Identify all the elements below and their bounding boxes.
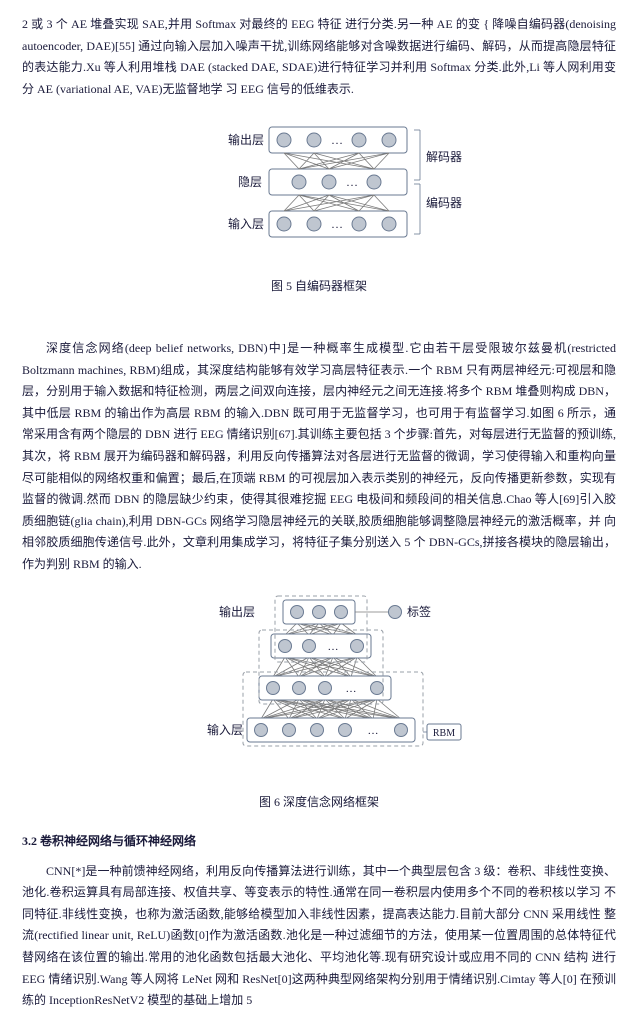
svg-text:…: … — [331, 217, 343, 231]
figure-5-svg: … … … 输出层隐层输入层 解码器编码器 — [174, 112, 464, 272]
svg-text:…: … — [346, 683, 357, 695]
paragraph-2: 深度信念网络(deep belief networks, DBN)中]是一种概率… — [22, 338, 616, 576]
figure-6-caption: 图 6 深度信念网络框架 — [22, 792, 616, 814]
svg-text:输出层: 输出层 — [219, 604, 255, 619]
figure-5: … … … 输出层隐层输入层 解码器编码器 图 5 自编码器框架 — [22, 112, 616, 298]
section-3-2-title: 3.2 卷积神经网络与循环神经网络 — [22, 831, 616, 853]
paragraph-1: 2 或 3 个 AE 堆叠实现 SAE,并用 Softmax 对最终的 EEG … — [22, 14, 616, 100]
svg-text:解码器: 解码器 — [426, 150, 462, 164]
svg-text:RBM: RBM — [433, 728, 455, 739]
figure-6-svg: … … … 标签 输出层输入层 RBM — [159, 588, 479, 788]
svg-text:输入层: 输入层 — [228, 216, 264, 231]
svg-text:…: … — [328, 641, 339, 653]
svg-text:隐层: 隐层 — [238, 175, 262, 189]
figure-5-caption: 图 5 自编码器框架 — [22, 276, 616, 298]
paragraph-3: CNN[*]是一种前馈神经网络，利用反向传播算法进行训练，其中一个典型层包含 3… — [22, 861, 616, 1012]
svg-text:编码器: 编码器 — [426, 195, 462, 210]
svg-text:…: … — [368, 725, 379, 737]
figure-6: … … … 标签 输出层输入层 RBM 图 6 深度信念网络框架 — [22, 588, 616, 814]
svg-text:标签: 标签 — [407, 604, 431, 619]
svg-text:…: … — [331, 133, 343, 147]
svg-text:输出层: 输出层 — [228, 132, 264, 147]
svg-text:…: … — [346, 175, 358, 189]
svg-text:输入层: 输入层 — [207, 722, 243, 737]
